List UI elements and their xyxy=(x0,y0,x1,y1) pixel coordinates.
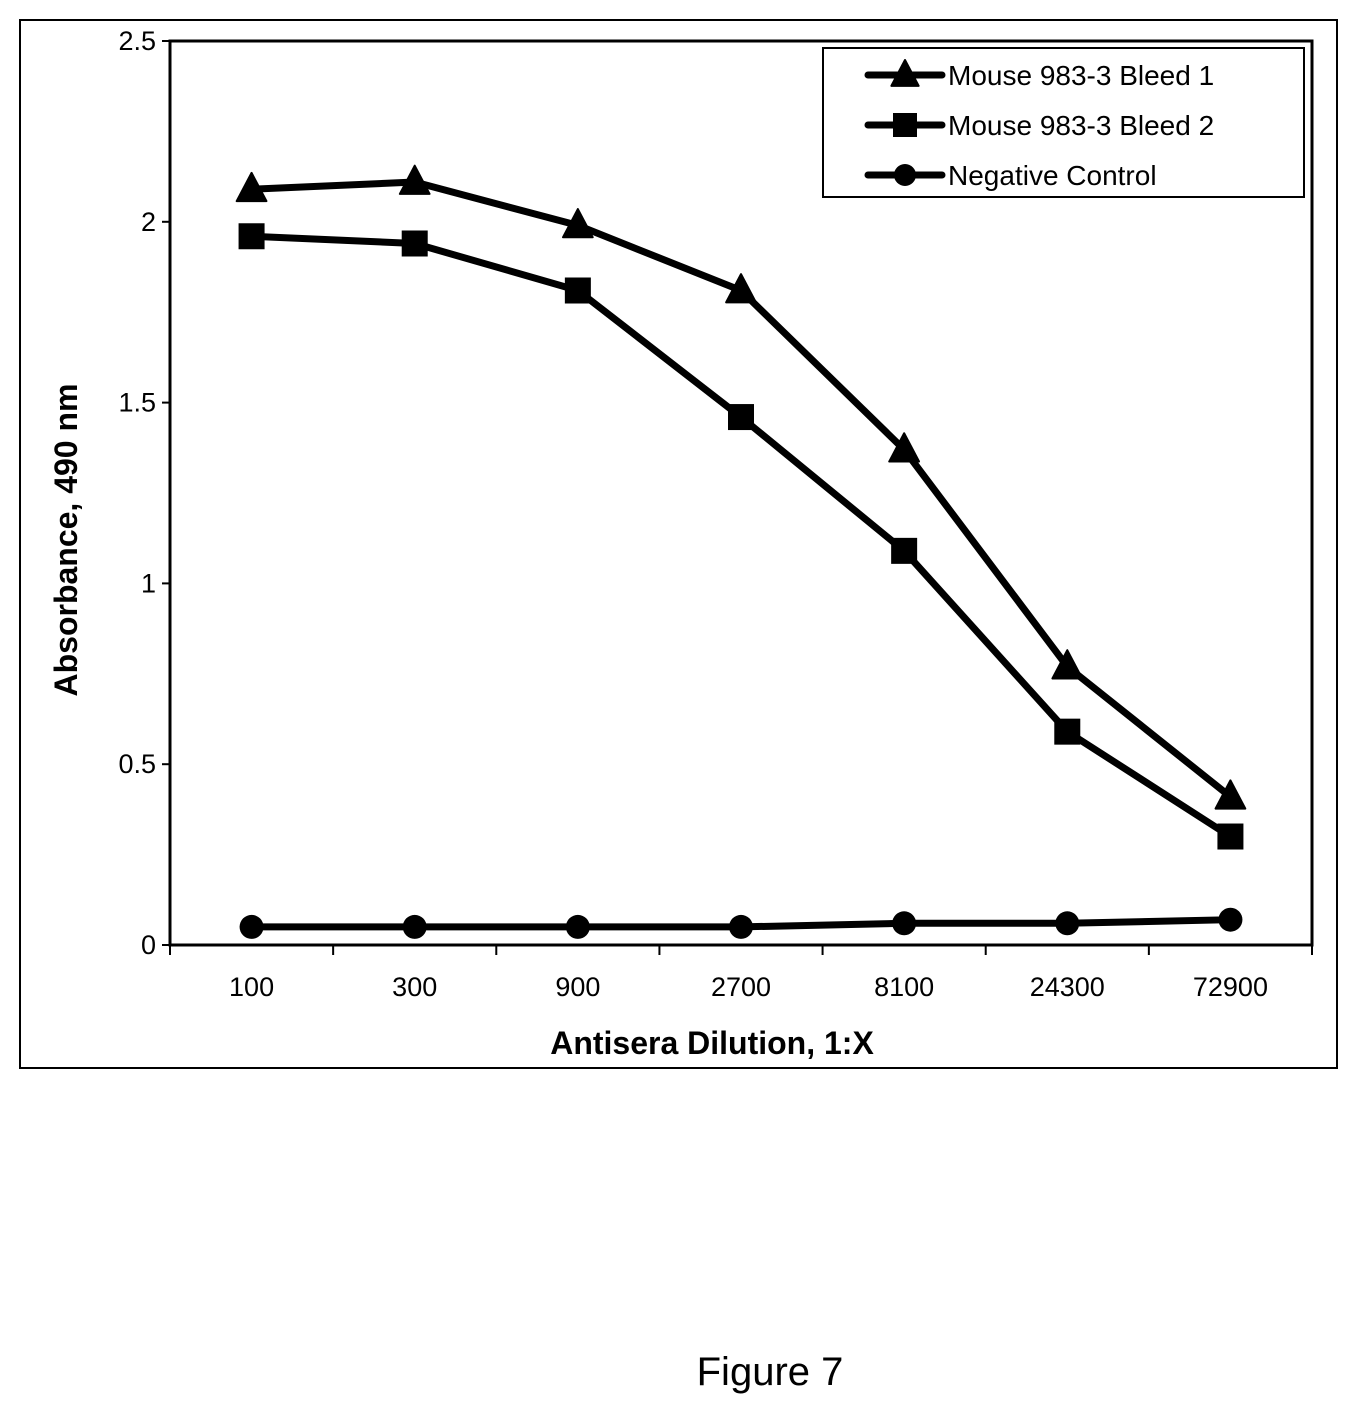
legend-label: Mouse 983-3 Bleed 1 xyxy=(948,60,1214,91)
legend-item: Mouse 983-3 Bleed 1 xyxy=(864,58,1214,91)
x-axis-title: Antisera Dilution, 1:X xyxy=(550,1025,874,1061)
y-axis-title: Absorbance, 490 nm xyxy=(48,384,84,697)
series-layer xyxy=(235,164,1247,939)
data-point-triangle xyxy=(888,432,921,463)
data-point-square xyxy=(891,537,918,564)
legend-marker-triangle xyxy=(890,58,920,87)
legend-label: Negative Control xyxy=(948,160,1157,191)
x-tick-label: 8100 xyxy=(874,972,934,1002)
data-point-square xyxy=(728,404,754,431)
y-tick-label: 2 xyxy=(141,207,156,237)
legend-marker-square xyxy=(893,113,917,137)
data-point-circle xyxy=(239,914,264,939)
x-tick-label: 2700 xyxy=(711,972,771,1002)
y-tick-label: 0.5 xyxy=(118,749,156,779)
data-point-triangle xyxy=(235,171,268,203)
data-point-square xyxy=(238,223,265,250)
x-tick-label: 300 xyxy=(392,972,437,1002)
data-point-circle xyxy=(1055,911,1080,936)
data-point-triangle xyxy=(1214,779,1247,810)
data-point-circle xyxy=(565,914,590,939)
data-point-square xyxy=(1217,823,1244,850)
legend-label: Mouse 983-3 Bleed 2 xyxy=(948,110,1214,141)
data-point-square xyxy=(1054,718,1081,745)
y-tick-label: 0 xyxy=(141,930,156,960)
legend-marker-circle xyxy=(894,164,916,186)
x-tick-label: 72900 xyxy=(1193,972,1268,1002)
data-point-circle xyxy=(729,914,753,939)
data-point-triangle xyxy=(725,273,757,304)
data-point-circle xyxy=(892,911,917,936)
data-point-square xyxy=(401,230,428,257)
data-point-triangle xyxy=(561,208,594,239)
y-axis: 0 0.5 1 1.5 2 2.5 xyxy=(118,26,170,960)
x-tick-label: 24300 xyxy=(1030,972,1105,1002)
y-tick-label: 1 xyxy=(141,568,156,598)
x-tick-label: 900 xyxy=(555,972,600,1002)
y-tick-label: 1.5 xyxy=(118,388,156,418)
data-point-circle xyxy=(402,914,427,939)
data-point-triangle xyxy=(398,164,431,195)
data-point-triangle xyxy=(1051,649,1084,680)
legend-item: Negative Control xyxy=(864,160,1157,191)
legend-item: Mouse 983-3 Bleed 2 xyxy=(864,110,1214,141)
figure-caption: Figure 7 xyxy=(696,1350,844,1394)
series-triangle xyxy=(235,164,1247,810)
data-point-square xyxy=(564,277,591,304)
x-tick-label: 100 xyxy=(229,972,274,1002)
x-axis: 100 300 900 2700 8100 24300 72900 xyxy=(169,945,1313,1002)
series-square xyxy=(238,223,1244,850)
series-circle xyxy=(239,907,1243,939)
y-tick-label: 2.5 xyxy=(118,26,156,56)
legend: Mouse 983-3 Bleed 1 Mouse 983-3 Bleed 2 Ne… xyxy=(822,47,1305,198)
data-point-circle xyxy=(1218,907,1243,932)
